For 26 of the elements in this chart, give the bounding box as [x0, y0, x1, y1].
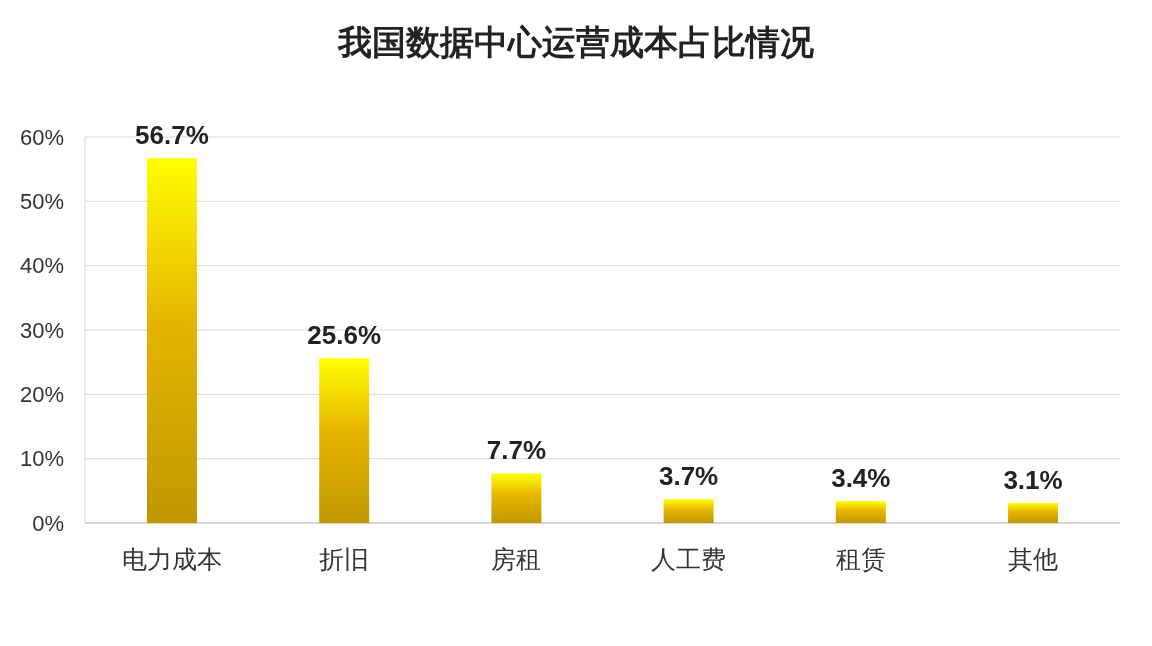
data-label: 25.6%: [307, 320, 382, 351]
bar: [491, 473, 542, 523]
x-tick-label: 人工费: [651, 545, 727, 573]
bar: [319, 358, 370, 523]
data-label: 3.7%: [658, 461, 719, 492]
x-tick-label: 房租: [491, 545, 542, 573]
bar: [1008, 503, 1058, 523]
y-tick-label: 20%: [19, 382, 64, 408]
x-tick-label: 其他: [1008, 545, 1059, 573]
y-tick-label: 0%: [32, 510, 64, 536]
x-tick-label: 折旧: [319, 545, 370, 573]
y-tick-label: 60%: [19, 124, 64, 150]
data-label: 7.7%: [486, 435, 547, 466]
y-tick-label: 40%: [19, 253, 64, 279]
data-label: 3.4%: [831, 463, 891, 494]
bar: [147, 158, 197, 523]
y-tick-label: 50%: [19, 189, 64, 215]
chart-title: 我国数据中心运营成本占比情况: [337, 22, 815, 62]
y-tick-label: 30%: [19, 317, 64, 343]
bar: [835, 501, 886, 523]
x-tick-label: 租赁: [835, 545, 886, 573]
data-label: 56.7%: [135, 120, 209, 151]
y-tick-label: 10%: [19, 446, 64, 472]
bar: [663, 499, 714, 523]
x-tick-label: 电力成本: [121, 545, 222, 573]
data-label: 3.1%: [1003, 465, 1063, 496]
